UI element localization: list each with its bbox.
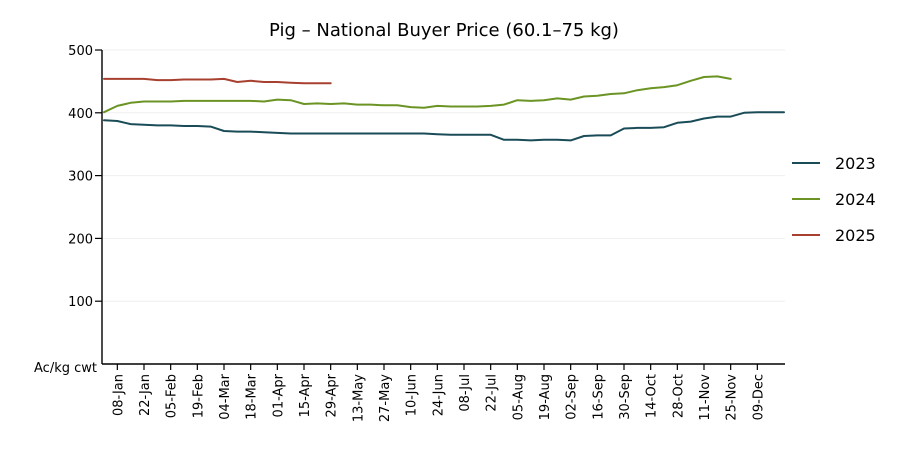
x-tick-label: 22-Jan <box>138 374 153 416</box>
x-tick-label: 04-Mar <box>218 373 233 419</box>
x-tick-label: 25-Nov <box>725 374 740 421</box>
grid-lines <box>102 49 785 302</box>
legend-label-2024: 2024 <box>835 190 876 209</box>
chart-title: Pig – National Buyer Price (60.1–75 kg) <box>269 20 619 41</box>
legend-label-2025: 2025 <box>835 226 876 245</box>
x-tick-label: 08-Jul <box>458 374 473 412</box>
x-tick-label: 01-Apr <box>271 373 286 417</box>
x-tick-label: 05-Feb <box>165 374 180 418</box>
x-tick-label: 02-Sep <box>565 374 580 420</box>
y-tick-label: 400 <box>68 107 93 122</box>
x-tick-label: 30-Sep <box>618 374 633 420</box>
series-line-2025 <box>103 77 332 85</box>
x-tick-label: 11-Nov <box>698 374 713 421</box>
y-axis-ticks: 100 200 300 400 500 <box>68 44 102 310</box>
x-tick-label: 28-Oct <box>671 374 686 418</box>
x-tick-label: 27-May <box>378 374 393 422</box>
x-tick-label: 10-Jun <box>405 374 420 416</box>
y-tick-label: 200 <box>68 232 93 247</box>
x-tick-label: 19-Feb <box>191 374 206 418</box>
series-line-2024 <box>103 75 732 114</box>
x-tick-label: 29-Apr <box>325 373 340 417</box>
y-tick-label: 300 <box>68 170 93 185</box>
legend: 2023 2024 2025 <box>792 154 876 245</box>
x-tick-label: 09-Dec <box>751 374 766 420</box>
x-tick-label: 08-Jan <box>111 374 126 416</box>
y-tick-label: 500 <box>68 44 93 59</box>
x-tick-label: 16-Sep <box>591 374 606 420</box>
x-tick-label: 22-Jul <box>485 374 500 412</box>
x-tick-label: 14-Oct <box>645 374 660 418</box>
y-axis-unit-label: Ac/kg cwt <box>34 361 97 376</box>
legend-label-2023: 2023 <box>835 154 876 173</box>
axes <box>101 50 785 365</box>
series-line-2023 <box>103 111 785 142</box>
x-tick-label: 24-Jun <box>431 374 446 416</box>
x-tick-label: 05-Aug <box>511 374 526 420</box>
x-tick-label: 15-Apr <box>298 373 313 417</box>
y-tick-label: 100 <box>68 295 93 310</box>
series-lines <box>103 75 785 142</box>
x-axis-ticks: 08-Jan 22-Jan 05-Feb 19-Feb 04-Mar 18-Mar 01-A… <box>111 364 766 422</box>
x-tick-label: 18-Mar <box>245 373 260 419</box>
x-tick-label: 19-Aug <box>538 374 553 420</box>
x-tick-label: 13-May <box>351 374 366 422</box>
